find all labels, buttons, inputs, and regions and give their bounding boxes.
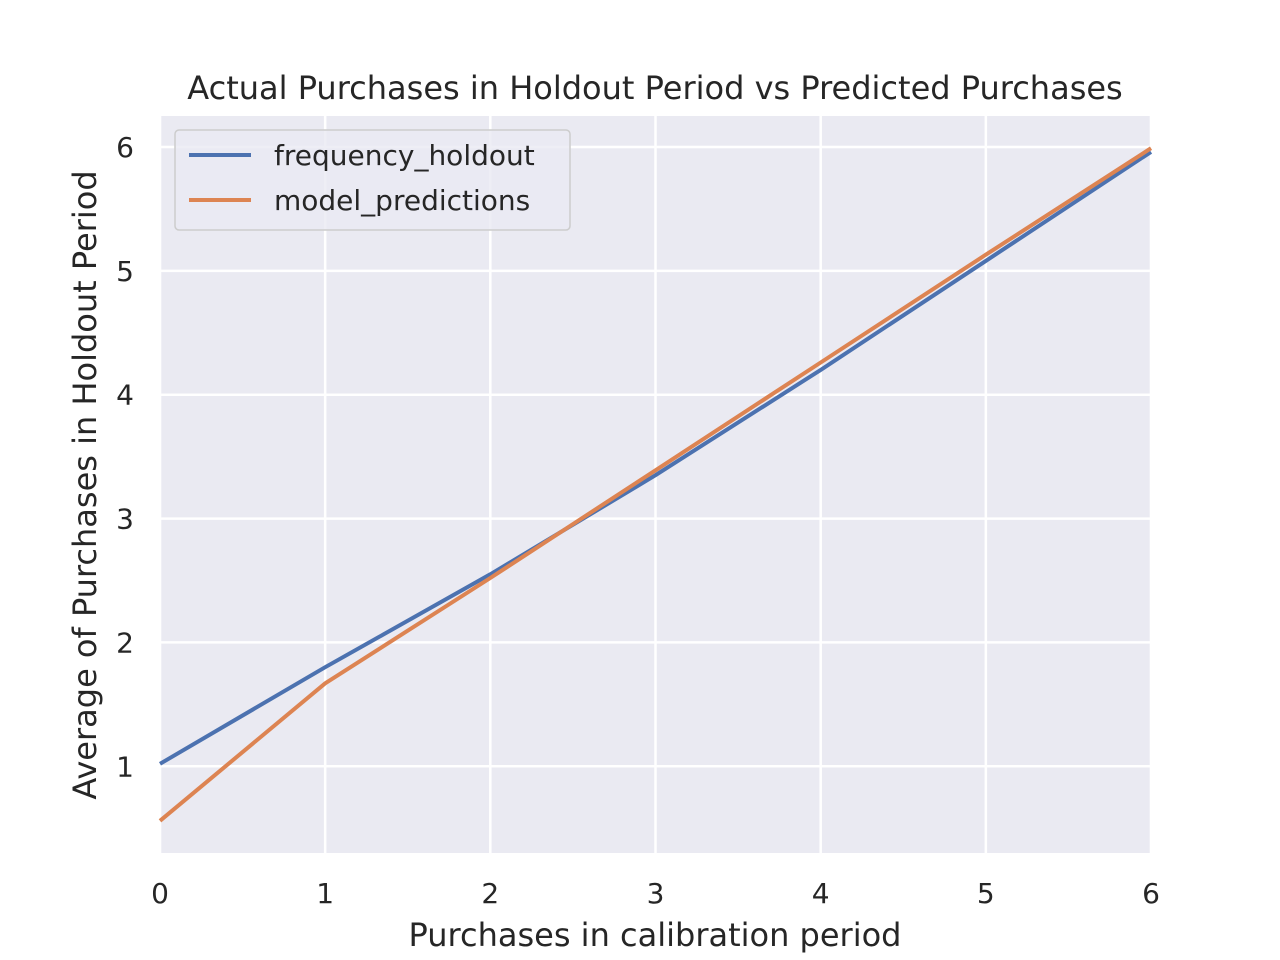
legend-label-model-predictions: model_predictions: [274, 184, 530, 217]
y-tick-label: 4: [116, 379, 134, 412]
x-axis-label: Purchases in calibration period: [409, 916, 902, 954]
x-tick-label: 3: [647, 877, 665, 910]
y-tick-label: 3: [116, 503, 134, 536]
x-tick-labels: 0 1 2 3 4 5 6: [151, 877, 1160, 910]
y-axis-label: Average of Purchases in Holdout Period: [66, 170, 104, 799]
legend: frequency_holdout model_predictions: [174, 129, 571, 231]
series-lines: [158, 146, 1153, 823]
x-tick-label: 1: [316, 877, 334, 910]
x-tick-label: 6: [1142, 877, 1160, 910]
legend-label-frequency-holdout: frequency_holdout: [274, 139, 535, 172]
series-line-model-predictions: [158, 146, 1153, 823]
y-tick-labels: 1 2 3 4 5 6: [116, 131, 134, 783]
x-tick-label: 2: [481, 877, 499, 910]
x-tick-label: 0: [151, 877, 169, 910]
chart-title: Actual Purchases in Holdout Period vs Pr…: [187, 69, 1122, 107]
y-tick-label: 5: [116, 255, 134, 288]
x-tick-label: 5: [977, 877, 995, 910]
legend-box: [174, 129, 571, 231]
series-line-frequency-holdout: [158, 150, 1153, 766]
y-tick-label: 1: [116, 750, 134, 783]
x-tick-label: 4: [812, 877, 830, 910]
y-tick-label: 6: [116, 131, 134, 164]
y-tick-label: 2: [116, 626, 134, 659]
grid-lines: [158, 116, 1153, 853]
